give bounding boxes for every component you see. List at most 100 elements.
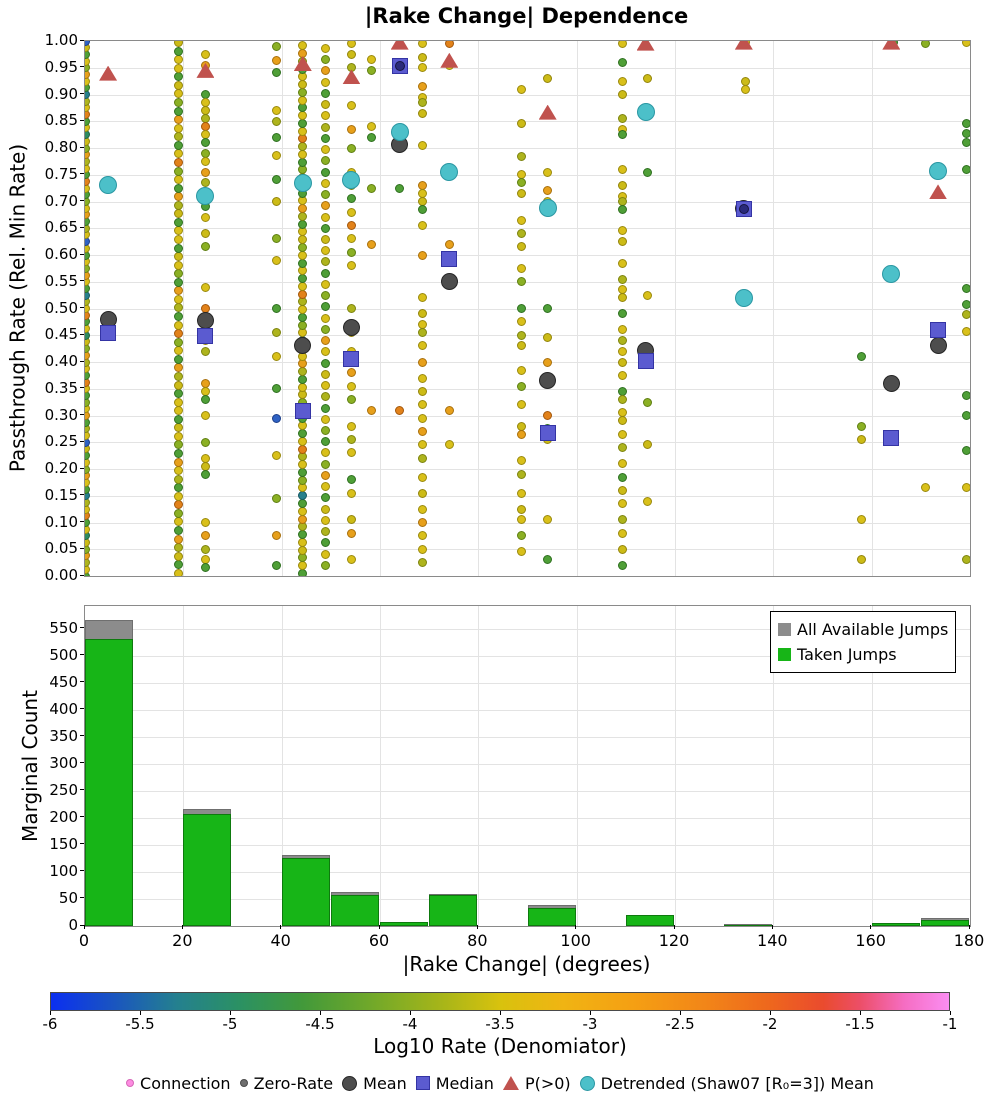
y-tickmark bbox=[80, 708, 84, 710]
scatter-point bbox=[173, 457, 183, 467]
y-tickmark bbox=[80, 200, 84, 201]
scatter-point bbox=[298, 390, 308, 400]
mean-marker bbox=[539, 371, 557, 389]
p-gt0-marker bbox=[734, 41, 753, 50]
scatter-point bbox=[320, 425, 330, 435]
scatter-point bbox=[417, 373, 427, 383]
scatter-point bbox=[618, 544, 628, 554]
x-tickmark bbox=[83, 925, 85, 929]
x-tickmark bbox=[181, 925, 183, 929]
scatter-point bbox=[298, 530, 308, 540]
detrended-marker bbox=[196, 187, 215, 206]
bar-taken-jumps bbox=[527, 907, 576, 926]
colorbar-tick-label: -3.5 bbox=[485, 1015, 515, 1033]
bar-taken-jumps bbox=[871, 922, 920, 926]
y-tickmark bbox=[80, 843, 84, 845]
median-marker bbox=[197, 327, 214, 344]
scatter-point bbox=[173, 551, 183, 561]
gridline bbox=[85, 174, 970, 176]
x-tickmark bbox=[968, 925, 970, 929]
scatter-point bbox=[618, 164, 628, 174]
y-tick-label: 0.60 bbox=[44, 245, 78, 263]
scatter-point bbox=[298, 429, 308, 439]
median-marker bbox=[637, 352, 654, 369]
scatter-point bbox=[173, 243, 183, 253]
y-tickmark bbox=[80, 280, 84, 282]
scatter-point bbox=[643, 290, 653, 300]
x-tick-label: 0 bbox=[78, 931, 90, 950]
median-marker bbox=[100, 324, 117, 341]
scatter-point bbox=[366, 65, 376, 75]
scatter-point bbox=[366, 405, 376, 415]
connection-icon bbox=[126, 1079, 135, 1087]
y-tick-label: 0.65 bbox=[44, 218, 78, 237]
scatter-point bbox=[173, 406, 183, 416]
scatter-point bbox=[857, 352, 867, 362]
scatter-point bbox=[417, 488, 427, 498]
detrended-marker bbox=[734, 289, 753, 308]
scatter-point bbox=[857, 421, 867, 431]
scatter-panel bbox=[84, 40, 971, 577]
scatter-point bbox=[366, 239, 376, 249]
y-tickmark bbox=[80, 627, 84, 629]
colorbar-tick-label: -5 bbox=[222, 1015, 238, 1033]
scatter-point bbox=[298, 250, 308, 260]
scatter-point bbox=[346, 515, 356, 525]
y-tick-label: 0.25 bbox=[44, 432, 78, 451]
scatter-point bbox=[298, 444, 308, 454]
scatter-point bbox=[173, 269, 183, 279]
scatter-point bbox=[173, 543, 183, 553]
scatter-point bbox=[272, 197, 282, 206]
y-tickmark bbox=[80, 333, 84, 335]
y-tick-label: 0.45 bbox=[44, 325, 78, 344]
mean-marker bbox=[440, 273, 458, 291]
colorbar-tick-label: -3 bbox=[582, 1015, 598, 1033]
scatter-point bbox=[517, 469, 527, 479]
scatter-point bbox=[417, 413, 427, 423]
y-tick-label: 0.80 bbox=[44, 138, 78, 156]
scatter-point bbox=[173, 286, 183, 296]
scatter-point bbox=[517, 365, 527, 375]
scatter-point bbox=[298, 281, 308, 291]
taken-jumps-swatch bbox=[778, 648, 791, 661]
y-tickmark bbox=[80, 762, 84, 764]
scatter-point bbox=[320, 358, 330, 368]
legend-item-label: Mean bbox=[363, 1073, 407, 1093]
scatter-point bbox=[200, 469, 210, 479]
scatter-point bbox=[417, 250, 427, 260]
scatter-point bbox=[320, 291, 330, 301]
colorbar-tickmark bbox=[409, 1011, 411, 1015]
scatter-point bbox=[298, 196, 308, 206]
colorbar-tickmark bbox=[769, 1011, 771, 1015]
gridline bbox=[85, 362, 970, 363]
bar-panel-legend: All Available Jumps Taken Jumps bbox=[770, 611, 957, 673]
scatter-point bbox=[298, 320, 308, 330]
scatter-point bbox=[298, 149, 308, 159]
scatter-point bbox=[417, 357, 427, 367]
scatter-point bbox=[298, 134, 308, 144]
scatter-point bbox=[346, 234, 356, 244]
scatter-point bbox=[272, 116, 282, 126]
p-gt0-icon bbox=[502, 1076, 519, 1090]
y-tickmark bbox=[80, 467, 84, 469]
scatter-point bbox=[962, 41, 970, 47]
y-tickmark bbox=[80, 440, 84, 442]
scatter-point bbox=[298, 41, 308, 51]
scatter-point bbox=[962, 283, 970, 293]
scatter-point bbox=[346, 528, 356, 538]
bar-xlabel: |Rake Change| (degrees) bbox=[402, 952, 651, 976]
scatter-point bbox=[517, 84, 527, 94]
x-tickmark bbox=[280, 925, 282, 929]
gridline bbox=[85, 148, 970, 149]
scatter-point bbox=[298, 374, 308, 384]
y-tick-label: 200 bbox=[49, 807, 78, 826]
scatter-point bbox=[173, 466, 183, 476]
y-tick-label: 0.35 bbox=[44, 378, 78, 397]
scatter-point bbox=[298, 103, 308, 113]
scatter-point bbox=[320, 133, 330, 143]
scatter-point bbox=[298, 382, 308, 392]
x-tick-label: 60 bbox=[368, 931, 390, 950]
scatter-point bbox=[417, 531, 427, 541]
y-tickmark bbox=[80, 654, 84, 656]
scatter-point bbox=[200, 213, 210, 223]
